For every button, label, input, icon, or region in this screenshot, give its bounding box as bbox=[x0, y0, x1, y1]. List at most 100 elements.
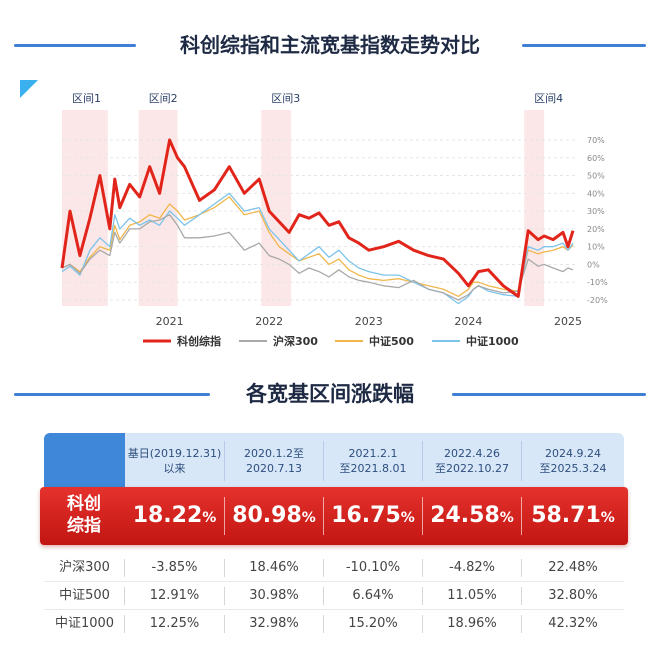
row-value: -3.85% bbox=[151, 560, 198, 575]
title-left-line bbox=[14, 44, 136, 47]
table-header-cell: 2021.2.1 至2021.8.01 bbox=[324, 433, 422, 488]
cell-separator bbox=[521, 587, 522, 605]
x-tick-label: 2023 bbox=[355, 315, 383, 328]
x-tick-label: 2022 bbox=[255, 315, 283, 328]
period-bands: 区间1 区间2 区间3 区间4 bbox=[62, 92, 563, 306]
row-value: 32.98% bbox=[249, 616, 299, 631]
row-name: 中证500 bbox=[59, 588, 110, 603]
table-header-corner bbox=[44, 433, 125, 488]
y-tick-label: 40% bbox=[587, 189, 605, 198]
table-header: 基日(2019.12.31) 以来 2020.1.2至 2020.7.13 20… bbox=[44, 433, 624, 488]
cell-separator bbox=[422, 559, 423, 577]
series-line-1 bbox=[61, 214, 574, 301]
cell-separator bbox=[224, 587, 225, 605]
cell-separator bbox=[323, 559, 324, 577]
highlight-separator bbox=[224, 497, 225, 535]
chart-title-row: 科创综指和主流宽基指数走势对比 bbox=[0, 30, 660, 60]
highlight-value: 80.98% bbox=[232, 503, 316, 528]
row-name: 沪深300 bbox=[59, 560, 110, 575]
series-line-0 bbox=[60, 138, 575, 298]
table-header-cell: 2022.4.26 至2022.10.27 bbox=[423, 433, 521, 488]
legend-label: 科创综指 bbox=[177, 334, 221, 348]
y-tick-label: 30% bbox=[587, 207, 605, 216]
row-name: 中证1000 bbox=[54, 616, 115, 631]
legend-label: 中证500 bbox=[369, 334, 414, 348]
header-line1: 2020.1.2至 bbox=[244, 446, 304, 460]
row-value: 32.80% bbox=[548, 588, 598, 603]
row-value: 12.25% bbox=[149, 616, 200, 631]
highlight-separator bbox=[521, 497, 522, 535]
y-tick-label: 10% bbox=[587, 243, 605, 252]
period-band bbox=[261, 110, 292, 306]
highlight-value: 16.75% bbox=[331, 503, 415, 528]
highlight-row: 科创 综指 18.22% 80.98% 16.75% 24.58% 58.71% bbox=[40, 487, 628, 545]
header-separator bbox=[422, 441, 423, 481]
cell-separator bbox=[422, 615, 423, 633]
row-value: 11.05% bbox=[447, 588, 497, 603]
header-line2: 2020.7.13 bbox=[246, 461, 302, 475]
highlight-value: 18.22% bbox=[132, 503, 217, 528]
row-value: 18.46% bbox=[249, 560, 299, 575]
cell-separator bbox=[124, 559, 125, 577]
table-header-cell: 2024.9.24 至2025.3.24 bbox=[522, 433, 624, 488]
series-line-3 bbox=[61, 192, 574, 305]
header-line2: 至2022.10.27 bbox=[435, 461, 509, 475]
cell-separator bbox=[224, 615, 225, 633]
table-row: 中证1000 12.25% 32.98% 15.20% 18.96% 42.32… bbox=[44, 610, 624, 637]
header-line1: 2021.2.1 bbox=[348, 446, 398, 460]
x-tick-label: 2025 bbox=[554, 315, 582, 328]
header-separator bbox=[323, 441, 324, 481]
row-divider bbox=[44, 609, 624, 610]
highlight-value: 58.71% bbox=[531, 503, 615, 528]
highlight-value: 24.58% bbox=[430, 503, 514, 528]
period-band bbox=[138, 110, 178, 306]
row-value: -4.82% bbox=[449, 560, 495, 575]
cell-separator bbox=[422, 587, 423, 605]
cell-separator bbox=[124, 615, 125, 633]
period-label: 区间4 bbox=[534, 92, 563, 105]
section-title: 各宽基区间涨跌幅 bbox=[246, 382, 414, 406]
legend-label: 沪深300 bbox=[273, 334, 318, 348]
period-band bbox=[62, 110, 108, 306]
y-tick-label: 60% bbox=[587, 154, 605, 163]
table-header-cell: 2020.1.2至 2020.7.13 bbox=[225, 433, 323, 488]
y-tick-label: 0% bbox=[587, 260, 600, 269]
y-tick-label: -20% bbox=[587, 296, 608, 305]
header-separator bbox=[521, 441, 522, 481]
x-tick-label: 2024 bbox=[454, 315, 482, 328]
y-tick-label: 70% bbox=[587, 136, 605, 145]
header-line1: 2024.9.24 bbox=[545, 446, 601, 460]
table-row: 沪深300 -3.85% 18.46% -10.10% -4.82% 22.48… bbox=[44, 554, 624, 581]
header-line2: 以来 bbox=[163, 461, 186, 475]
row-value: -10.10% bbox=[345, 560, 401, 575]
cell-separator bbox=[124, 587, 125, 605]
series-line-2 bbox=[61, 196, 574, 298]
header-line2: 至2021.8.01 bbox=[339, 461, 407, 475]
period-label: 区间2 bbox=[149, 92, 178, 105]
header-line1: 2022.4.26 bbox=[444, 446, 500, 460]
row-value: 18.96% bbox=[447, 616, 497, 631]
y-tick-label: 20% bbox=[587, 225, 605, 234]
highlight-name-line2: 综指 bbox=[67, 516, 101, 536]
line-chart: 区间1 区间2 区间3 区间4 70% 60% 50% 40% 30% 20% 10% 0% -10%… bbox=[20, 80, 608, 348]
chart-series-lines bbox=[60, 138, 575, 305]
title-right-line bbox=[522, 44, 646, 47]
row-value: 15.20% bbox=[348, 616, 398, 631]
cell-separator bbox=[323, 615, 324, 633]
row-value: 6.64% bbox=[352, 588, 394, 603]
cell-separator bbox=[521, 559, 522, 577]
period-band bbox=[524, 110, 545, 306]
chart-grid: 70% 60% 50% 40% 30% 20% 10% 0% -10% -20% bbox=[62, 136, 608, 305]
header-line1: 基日(2019.12.31) bbox=[127, 446, 222, 460]
x-axis: 2021 2022 2023 2024 2025 bbox=[156, 315, 582, 328]
row-value: 22.48% bbox=[548, 560, 598, 575]
y-tick-label: -10% bbox=[587, 278, 608, 287]
cell-separator bbox=[224, 559, 225, 577]
section-title-left-line bbox=[14, 393, 210, 396]
returns-table: 基日(2019.12.31) 以来 2020.1.2至 2020.7.13 20… bbox=[40, 433, 628, 633]
cell-separator bbox=[323, 587, 324, 605]
table-header-cell: 基日(2019.12.31) 以来 bbox=[125, 433, 224, 488]
highlight-separator bbox=[323, 497, 324, 535]
x-tick-label: 2021 bbox=[156, 315, 184, 328]
row-value: 30.98% bbox=[249, 588, 299, 603]
